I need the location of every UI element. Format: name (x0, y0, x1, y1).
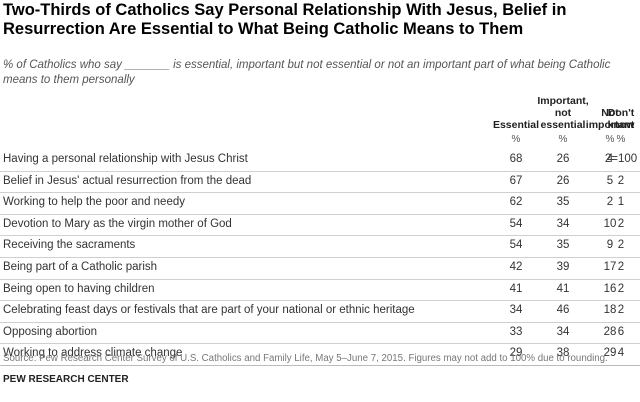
cell-not_important: 18 (603, 304, 617, 317)
brand-name: PEW RESEARCH CENTER (3, 374, 129, 385)
subtitle-post: is essential, important but not essentia… (3, 59, 611, 86)
cell-dont_know: 2 (617, 304, 625, 317)
cell-essential: 41 (509, 282, 523, 295)
cell-dont_know: 2 (617, 282, 625, 295)
column-header-essential: Essential (486, 119, 546, 131)
row-label: Celebrating feast days or festivals that… (3, 304, 415, 317)
row-divider (0, 321, 640, 323)
cell-essential: 29 (509, 347, 523, 360)
cell-dont_know: 2=100 (604, 153, 638, 165)
cell-dont_know: 2 (617, 261, 625, 273)
cell-essential: 34 (509, 304, 523, 317)
cell-essential: 54 (509, 217, 523, 230)
cell-essential: 62 (509, 196, 523, 209)
percent-unit: % (605, 134, 615, 145)
cell-important: 26 (556, 174, 570, 187)
subtitle-blank: _______ (125, 59, 170, 71)
cell-essential: 33 (509, 325, 523, 338)
row-label: Working to help the poor and needy (3, 196, 185, 209)
row-label: Belief in Jesus' actual resurrection fro… (3, 174, 252, 187)
cell-not_important: 10 (603, 217, 617, 230)
cell-important: 26 (556, 153, 570, 165)
cell-dont_know: 2 (617, 217, 625, 230)
table-row: Celebrating feast days or festivals that… (0, 301, 640, 323)
cell-important: 34 (556, 217, 570, 230)
cell-dont_know: 4 (617, 347, 625, 360)
cell-not_important: 5 (606, 174, 614, 187)
cell-important: 46 (556, 304, 570, 317)
column-header-line: know (607, 119, 635, 131)
cell-essential: 42 (509, 261, 523, 273)
cell-not_important: 4 (606, 153, 614, 165)
subtitle-pre: % of Catholics who say (3, 59, 122, 71)
cell-dont_know: 2 (617, 239, 625, 252)
column-header-line: essential (540, 119, 586, 131)
cell-important: 38 (556, 347, 570, 360)
cell-essential: 68 (509, 153, 523, 165)
column-header-line: Not (601, 107, 619, 119)
row-label: Devotion to Mary as the virgin mother of… (3, 217, 232, 230)
cell-important: 34 (556, 325, 570, 338)
column-header-line: Don't (607, 107, 635, 119)
percent-unit: % (616, 134, 626, 145)
cell-important: 39 (556, 261, 570, 273)
row-label: Receiving the sacraments (3, 239, 136, 252)
column-header-line: Important, (537, 95, 589, 107)
column-header-not_important: Not important (585, 107, 635, 131)
row-label: Being open to having children (3, 282, 155, 295)
table-row: Being open to having children 41 41 16 2 (0, 280, 640, 302)
row-divider (0, 365, 640, 366)
percent-unit: % (558, 134, 568, 145)
row-divider (0, 235, 640, 237)
table-row: Receiving the sacraments 54 35 9 2 (0, 236, 640, 258)
column-header-important: Important, not essential (533, 95, 593, 131)
table-row: Devotion to Mary as the virgin mother of… (0, 215, 640, 237)
table-row: Opposing abortion 33 34 28 6 (0, 323, 640, 345)
table-row: Working to help the poor and needy 62 35 2 1 (0, 193, 640, 215)
row-divider (0, 300, 640, 302)
table-row: Working to address climate change 29 38 29 4 (0, 344, 640, 366)
cell-dont_know: 1 (617, 196, 625, 209)
cell-dont_know: 6 (617, 325, 625, 338)
row-divider (0, 343, 640, 345)
cell-essential: 67 (509, 174, 523, 187)
cell-not_important: 17 (603, 261, 617, 273)
cell-important: 35 (556, 196, 570, 209)
cell-important: 35 (556, 239, 570, 252)
row-divider (0, 192, 640, 194)
cell-not_important: 16 (603, 282, 617, 295)
table-row: Belief in Jesus' actual resurrection fro… (0, 172, 640, 194)
cell-not_important: 29 (603, 347, 617, 360)
row-label: Working to address climate change (3, 347, 183, 360)
column-header-line: not (554, 107, 572, 119)
column-header-dont_know: Don't know (603, 107, 639, 131)
row-label: Being part of a Catholic parish (3, 261, 158, 273)
chart-subtitle: % of Catholics who say _______ is essent… (3, 58, 623, 88)
cell-important: 41 (556, 282, 570, 295)
cell-essential: 54 (509, 239, 523, 252)
row-divider (0, 170, 640, 172)
chart-title: Two-Thirds of Catholics Say Personal Rel… (3, 1, 567, 38)
row-divider (0, 257, 640, 258)
row-divider (0, 278, 640, 280)
table-row: Being part of a Catholic parish 42 39 17 2 (0, 258, 640, 280)
row-label: Opposing abortion (3, 325, 97, 338)
cell-not_important: 9 (606, 239, 614, 252)
table-row: Having a personal relationship with Jesu… (0, 150, 640, 172)
row-label: Having a personal relationship with Jesu… (3, 153, 248, 165)
column-header-line: important (585, 119, 635, 131)
source-note: Source: Pew Research Center Survey of U.… (3, 353, 608, 364)
row-divider (0, 213, 640, 215)
percent-unit: % (511, 134, 521, 145)
cell-not_important: 2 (606, 196, 614, 209)
cell-not_important: 28 (603, 325, 617, 338)
cell-dont_know: 2 (617, 174, 625, 187)
column-header-line: Essential (492, 119, 540, 131)
